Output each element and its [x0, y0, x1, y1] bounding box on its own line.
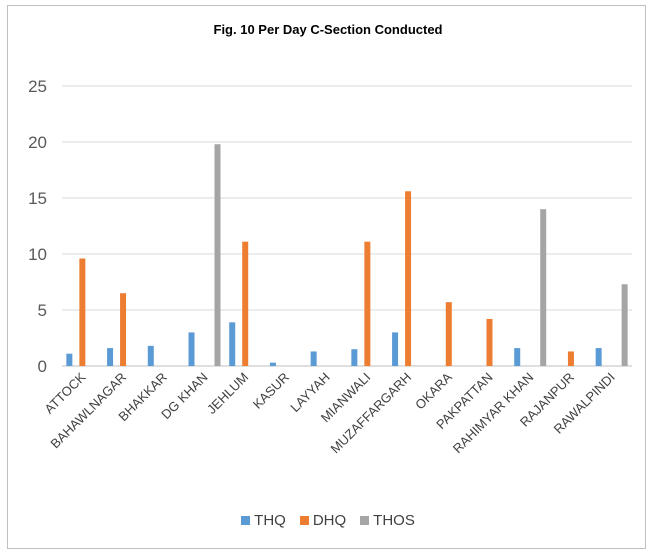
- bar-dhq: [242, 241, 249, 366]
- bar-thq: [351, 349, 358, 366]
- legend-item: THOS: [360, 512, 415, 529]
- chart-title: Fig. 10 Per Day C-Section Conducted: [213, 22, 443, 37]
- bar-thq: [229, 322, 236, 366]
- y-tick-label: 25: [28, 77, 47, 96]
- legend-label: THOS: [373, 512, 415, 529]
- legend-label: DHQ: [312, 512, 347, 529]
- bar-thq: [66, 353, 73, 366]
- bar-thq: [514, 348, 521, 366]
- y-tick-label: 10: [28, 245, 47, 264]
- legend-item: DHQ: [299, 512, 347, 529]
- bar-thq: [595, 348, 602, 366]
- bar-thq: [107, 348, 114, 366]
- bar-dhq: [79, 258, 86, 366]
- bar-thos: [214, 144, 221, 366]
- y-tick-label: 15: [28, 189, 47, 208]
- chart-legend: THQ DHQ THOS: [0, 512, 656, 529]
- x-tick-label: BAHAWLNAGAR: [47, 370, 129, 452]
- legend-swatch: [360, 516, 370, 525]
- bar-thq: [392, 332, 399, 366]
- x-tick-label: JEHLUM: [204, 370, 251, 417]
- bar-thos: [621, 284, 628, 366]
- bar-dhq: [486, 318, 493, 366]
- bar-dhq: [405, 191, 412, 366]
- legend-item: THQ: [241, 512, 286, 529]
- bar-dhq: [567, 351, 574, 366]
- y-tick-label: 0: [38, 357, 47, 376]
- bar-thq: [269, 362, 276, 366]
- legend-swatch: [299, 516, 309, 525]
- bar-thq: [310, 351, 317, 366]
- bar-thq: [147, 345, 154, 366]
- bar-dhq: [120, 293, 127, 366]
- y-tick-label: 20: [28, 133, 47, 152]
- legend-swatch: [241, 516, 251, 525]
- bar-dhq: [445, 302, 452, 366]
- legend-label: THQ: [254, 512, 286, 529]
- bar-thq: [188, 332, 195, 366]
- bar-dhq: [364, 241, 371, 366]
- chart-frame: [7, 5, 646, 549]
- y-tick-label: 5: [38, 301, 47, 320]
- x-tick-label: KASUR: [250, 370, 292, 412]
- bar-thos: [540, 209, 547, 366]
